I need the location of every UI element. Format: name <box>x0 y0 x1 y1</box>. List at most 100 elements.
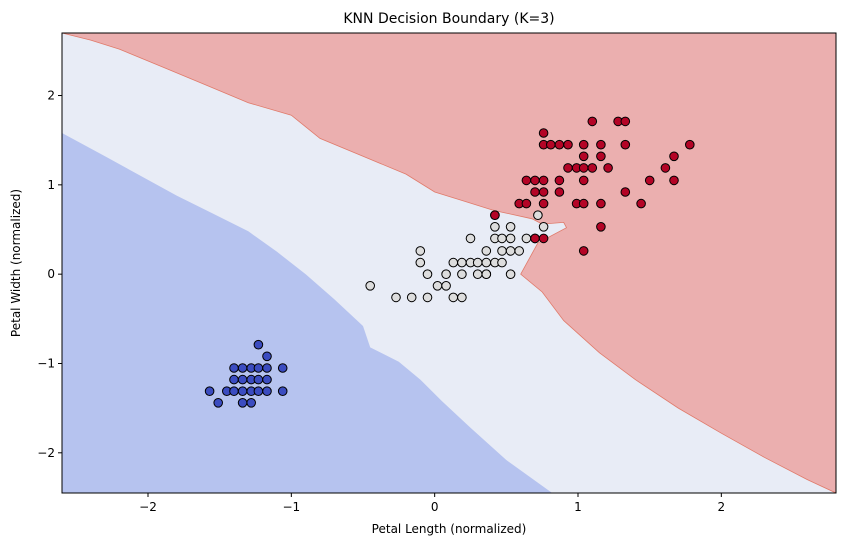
data-point-class-0 <box>253 374 264 385</box>
data-point-class-2 <box>578 139 589 150</box>
data-point-class-2 <box>620 187 631 197</box>
data-point-class-2 <box>538 187 549 197</box>
x-tick-label: 0 <box>431 500 439 514</box>
x-tick-label: 1 <box>574 500 582 514</box>
y-tick-label: −1 <box>37 356 55 370</box>
data-point-class-2 <box>685 139 695 150</box>
data-point-class-2 <box>530 187 540 197</box>
data-point-class-1 <box>448 257 459 268</box>
data-point-class-1 <box>514 246 525 256</box>
data-point-class-1 <box>406 292 417 303</box>
data-point-class-1 <box>457 269 467 280</box>
data-point-class-1 <box>457 257 467 268</box>
data-point-class-0 <box>253 339 264 350</box>
data-point-class-2 <box>578 198 589 209</box>
data-point-class-1 <box>422 269 433 280</box>
data-point-class-1 <box>441 281 451 291</box>
data-point-class-2 <box>538 128 549 138</box>
data-point-class-2 <box>530 175 540 186</box>
data-point-class-0 <box>237 363 248 373</box>
data-point-class-2 <box>538 198 549 209</box>
data-point-class-2 <box>596 139 606 150</box>
data-point-class-1 <box>365 281 376 291</box>
plot-frame <box>61 32 837 494</box>
data-point-class-2 <box>669 151 679 162</box>
data-point-class-0 <box>204 386 215 397</box>
x-axis-label: Petal Length (normalized) <box>372 522 527 536</box>
data-point-class-0 <box>246 398 256 408</box>
data-point-class-2 <box>587 116 598 127</box>
data-point-class-1 <box>481 269 492 280</box>
data-point-class-2 <box>644 175 655 186</box>
data-point-class-1 <box>422 292 433 303</box>
data-point-class-2 <box>563 139 573 150</box>
x-tick-label: 2 <box>718 500 726 514</box>
data-point-class-1 <box>441 269 451 280</box>
data-point-class-2 <box>521 198 532 209</box>
data-point-class-0 <box>237 386 248 397</box>
data-point-class-0 <box>277 363 288 373</box>
y-tick-label: 1 <box>47 178 55 192</box>
x-tick-label: −1 <box>282 500 300 514</box>
data-point-class-0 <box>262 351 272 362</box>
data-point-class-0 <box>262 363 272 373</box>
data-point-class-0 <box>213 398 223 408</box>
data-point-class-2 <box>578 151 589 162</box>
data-point-class-0 <box>229 363 239 373</box>
data-point-class-1 <box>505 246 516 256</box>
data-point-class-2 <box>620 116 631 127</box>
data-point-class-1 <box>472 269 483 280</box>
data-point-class-1 <box>505 222 516 232</box>
x-tick-label: −2 <box>139 500 157 514</box>
data-point-class-2 <box>636 198 646 209</box>
data-point-class-2 <box>660 163 671 173</box>
data-point-class-1 <box>457 292 467 303</box>
data-point-class-2 <box>620 139 631 150</box>
data-point-class-1 <box>472 257 483 268</box>
y-tick-label: 2 <box>47 89 55 103</box>
data-point-class-2 <box>578 246 589 256</box>
data-point-class-2 <box>538 175 549 186</box>
data-point-class-0 <box>237 398 248 408</box>
data-point-class-1 <box>505 269 516 280</box>
data-point-class-2 <box>578 175 589 186</box>
y-tick-label: 0 <box>47 267 55 281</box>
data-point-class-1 <box>391 292 401 303</box>
data-point-class-1 <box>432 281 443 291</box>
data-point-class-0 <box>253 386 264 397</box>
data-point-class-2 <box>530 233 540 244</box>
data-point-class-1 <box>448 292 459 303</box>
data-point-class-1 <box>481 257 492 268</box>
data-point-class-0 <box>277 386 288 397</box>
y-tick-label: −2 <box>37 446 55 460</box>
data-point-class-2 <box>578 163 589 173</box>
data-point-class-1 <box>497 233 507 244</box>
data-point-class-0 <box>253 363 264 373</box>
data-point-class-0 <box>229 386 239 397</box>
chart-title: KNN Decision Boundary (K=3) <box>343 11 554 27</box>
data-point-class-2 <box>521 175 532 186</box>
data-point-class-1 <box>521 233 532 244</box>
y-axis-label: Petal Width (normalized) <box>9 189 23 337</box>
data-point-class-1 <box>465 233 476 244</box>
data-point-class-2 <box>554 187 565 197</box>
data-point-class-0 <box>237 374 248 385</box>
data-point-class-2 <box>554 175 565 186</box>
data-point-class-1 <box>497 246 507 256</box>
data-point-class-2 <box>669 175 679 186</box>
data-point-class-2 <box>596 222 606 232</box>
data-point-class-0 <box>262 374 272 385</box>
data-point-class-2 <box>603 163 613 173</box>
data-point-class-1 <box>538 222 549 232</box>
data-point-class-2 <box>596 198 606 209</box>
data-point-class-0 <box>262 386 272 397</box>
data-point-class-0 <box>229 374 239 385</box>
data-point-class-2 <box>563 163 573 173</box>
data-point-class-2 <box>587 163 598 173</box>
data-point-class-2 <box>546 139 556 150</box>
data-point-class-1 <box>481 246 492 256</box>
data-point-class-1 <box>415 246 426 256</box>
data-point-class-1 <box>490 222 500 232</box>
data-point-class-2 <box>490 210 500 220</box>
data-point-class-1 <box>415 257 426 268</box>
